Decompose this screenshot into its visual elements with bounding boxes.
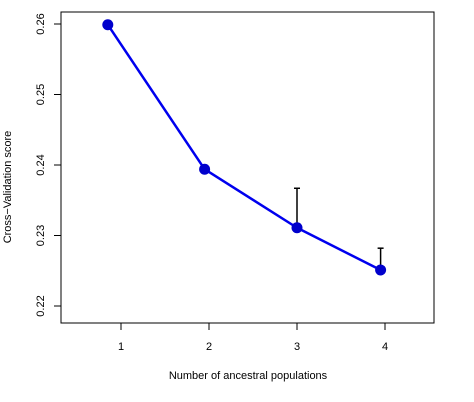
error-bars <box>294 187 384 271</box>
x-tick-label: 2 <box>206 341 212 353</box>
x-tick-label: 3 <box>294 341 300 353</box>
data-point <box>102 19 114 31</box>
y-tick-label: 0.25 <box>35 84 47 105</box>
y-axis-title: Cross−Validation score <box>2 131 14 244</box>
x-tick-label: 1 <box>118 341 124 353</box>
y-tick-label: 0.22 <box>35 295 47 316</box>
cv-series-line <box>106 24 382 272</box>
x-axis-title: Number of ancestral populations <box>169 370 328 382</box>
data-point <box>199 163 211 175</box>
data-point <box>375 264 387 276</box>
plot-frame <box>60 11 435 324</box>
y-tick-label: 0.26 <box>35 13 47 34</box>
x-axis: 1 2 3 4 <box>118 322 388 353</box>
y-axis: 0.22 0.23 0.24 0.25 0.26 <box>35 13 62 317</box>
x-tick-label: 4 <box>382 341 388 353</box>
y-tick-label: 0.23 <box>35 225 47 246</box>
y-tick-label: 0.24 <box>35 154 47 175</box>
data-points <box>102 19 387 276</box>
data-point <box>291 222 303 234</box>
